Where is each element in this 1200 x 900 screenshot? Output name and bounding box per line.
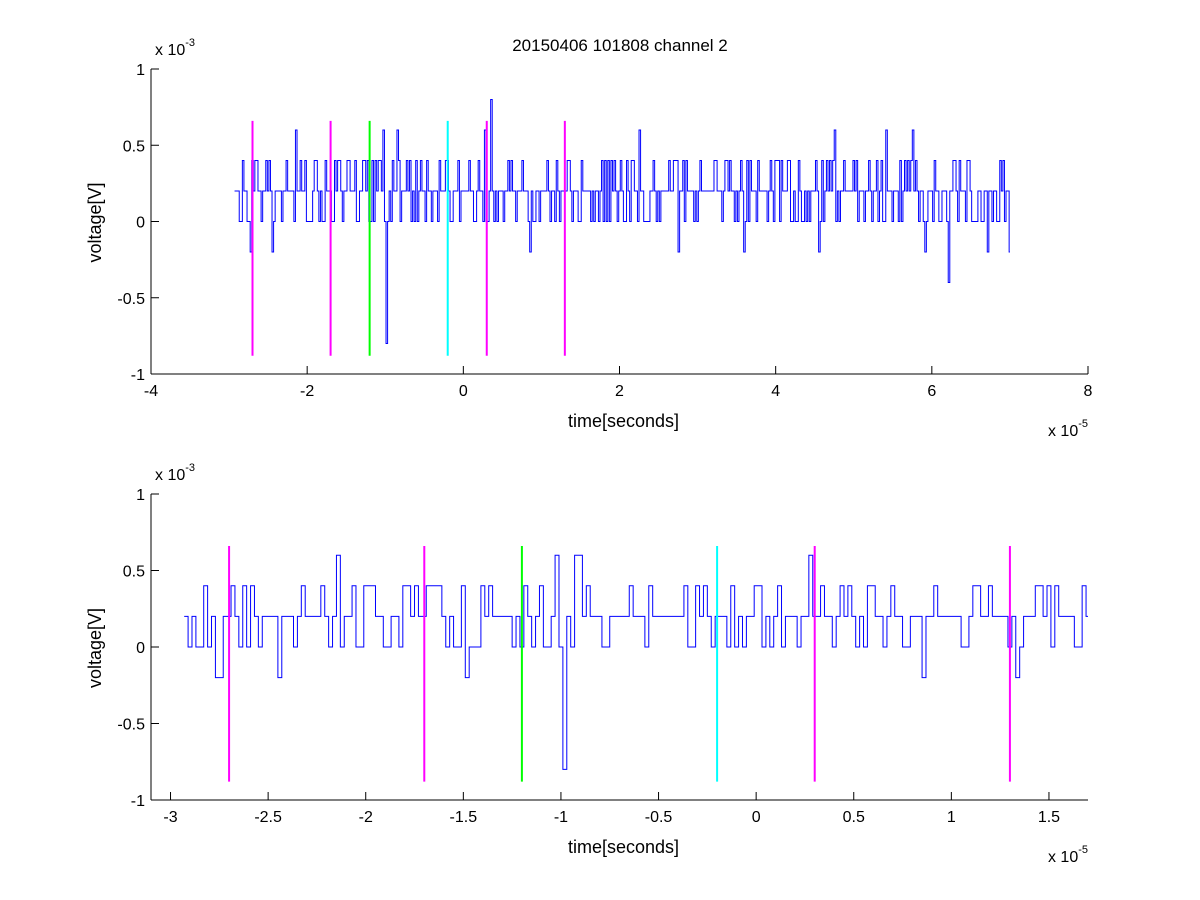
y-tick-label: -1 [131,793,145,810]
x-multiplier: x 10-5 [1048,418,1088,440]
x-multiplier-base: x 10 [1048,849,1078,866]
top-plot: -4 -2 0 2 4 6 8 -1 -0.5 0 0.5 1 time[seconds] voltage… [85,37,1093,440]
y-tick-label: 0 [136,215,145,232]
x-tick-label: 1.5 [1038,809,1060,826]
x-tick-label: -2 [359,809,373,826]
x-multiplier-exp: -5 [1078,844,1088,856]
y-tick-label: -1 [131,367,145,384]
y-multiplier-base: x 10 [155,467,185,484]
figure-title: 20150406 101808 channel 2 [512,36,728,55]
x-tick-label: 4 [771,383,780,400]
signal-trace [184,554,1088,770]
y-tick-label: -0.5 [117,717,145,734]
x-multiplier-base: x 10 [1048,423,1078,440]
x-tick-label: -0.5 [645,809,673,826]
y-tick-label: 0.5 [123,138,145,155]
y-multiplier: x 10-3 [155,37,195,59]
x-tick-label: 0 [752,809,761,826]
bottom-plot: -3 -2.5 -2 -1.5 -1 -0.5 0 0.5 1 1.5 -1 -0.5 0 0.5 1 tim… [85,462,1088,866]
x-tick-label: 8 [1084,383,1093,400]
y-tick-label: 0 [136,640,145,657]
x-multiplier: x 10-5 [1048,844,1088,866]
y-tick-label: -0.5 [117,291,145,308]
y-multiplier-exp: -3 [185,462,195,474]
x-tick-label: 2 [615,383,624,400]
y-tick-label: 1 [136,62,145,79]
y-multiplier-exp: -3 [185,37,195,49]
x-tick-label: -2.5 [254,809,282,826]
x-axis-label: time[seconds] [568,411,679,431]
y-multiplier: x 10-3 [155,462,195,484]
x-tick-label: 0.5 [843,809,865,826]
x-tick-label: -3 [163,809,177,826]
x-axis-label: time[seconds] [568,837,679,857]
x-tick-label: -4 [144,383,158,400]
y-tick-label: 1 [136,487,145,504]
x-tick-label: -1 [554,809,568,826]
x-multiplier-exp: -5 [1078,418,1088,430]
y-axis-label: voltage[V] [85,608,105,688]
y-axis-label: voltage[V] [85,182,105,262]
x-tick-label: 6 [927,383,936,400]
signal-trace [234,99,1010,344]
x-tick-label: 0 [459,383,468,400]
x-tick-label: 1 [947,809,956,826]
y-tick-label: 0.5 [123,564,145,581]
x-tick-label: -1.5 [450,809,478,826]
x-tick-label: -2 [300,383,314,400]
y-multiplier-base: x 10 [155,42,185,59]
